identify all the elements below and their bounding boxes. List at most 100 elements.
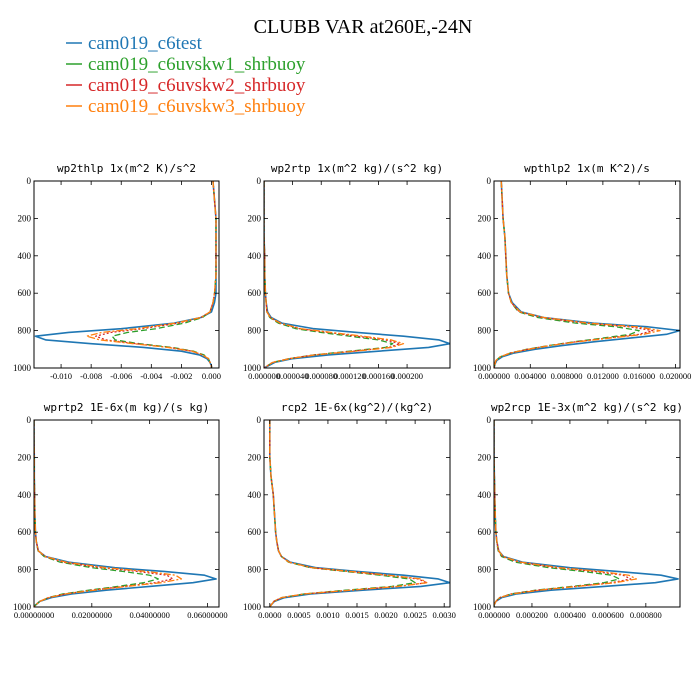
- panel-6-ytick-label: 800: [478, 565, 492, 575]
- panel-4-ytick-label: 1000: [13, 602, 32, 612]
- panel-2-ytick-label: 800: [248, 326, 262, 336]
- panel-6-series-3: [494, 420, 632, 607]
- panel-1-ytick-label: 200: [18, 213, 32, 223]
- panel-2-series-1: [264, 181, 450, 368]
- panel-2-xtick-label: 0.000200: [391, 371, 423, 381]
- panel-5-ytick-label: 400: [248, 490, 262, 500]
- panel-5-ytick-label: 1000: [243, 602, 262, 612]
- panel-6-series-4: [494, 420, 637, 607]
- panel-1-xtick-label: -0.010: [50, 371, 72, 381]
- panel-3-series-3: [494, 181, 654, 368]
- panel-1-xtick-label: -0.008: [80, 371, 102, 381]
- panel-4-ytick-label: 800: [18, 565, 32, 575]
- panel-4-xtick-label: 0.04000000: [129, 610, 169, 620]
- panel-5-xtick-label: 0.0025: [403, 610, 426, 620]
- panel-4-ytick-label: 200: [18, 452, 32, 462]
- panel-1-series-1: [34, 181, 217, 368]
- panel-6-series-2: [494, 420, 620, 607]
- panel-3-series-4: [494, 181, 661, 368]
- panel-4-series-3: [34, 420, 174, 607]
- panel-5-xtick-label: 0.0000: [258, 610, 281, 620]
- legend-label-2: cam019_c6uvskw1_shrbuoy: [88, 54, 306, 75]
- panel-1: wp2thlp 1x(m^2 K)/s^2 0 200 400 600 800 1000 -0…: [13, 162, 221, 381]
- panel-1-ytick-label: 1000: [13, 363, 32, 373]
- panel-2-xtick-label: 0.000080: [305, 371, 337, 381]
- panel-2-ytick-label: 400: [248, 251, 262, 261]
- panel-3-xtick-label: 0.004000: [514, 371, 546, 381]
- panel-5-xtick-label: 0.0030: [433, 610, 456, 620]
- legend: cam019_c6testcam019_c6uvskw1_shrbuoycam0…: [66, 33, 306, 117]
- panel-4-ytick-label: 400: [18, 490, 32, 500]
- panel-1-ytick-label: 400: [18, 251, 32, 261]
- panel-2-series-2: [264, 181, 394, 368]
- panel-6-ytick-label: 600: [478, 527, 492, 537]
- panel-2-title: wp2rtp 1x(m^2 kg)/(s^2 kg): [271, 162, 443, 175]
- panel-1-ytick-label: 0: [27, 176, 32, 186]
- panel-6-ytick-label: 200: [478, 452, 492, 462]
- panel-2-frame: [263, 180, 451, 369]
- panel-1-xtick-label: 0.000: [202, 371, 221, 381]
- panel-4-series-2: [34, 420, 159, 607]
- panel-5-ytick-label: 0: [257, 415, 262, 425]
- panel-3-ytick-label: 800: [478, 326, 492, 336]
- panel-6-xtick-label: 0.000200: [516, 610, 548, 620]
- panel-5-ytick-label: 600: [248, 527, 262, 537]
- panel-6-xtick-label: 0.000000: [478, 610, 510, 620]
- panel-4-series-1: [34, 420, 217, 607]
- panel-5-series-1: [269, 420, 450, 607]
- panel-6-ytick-label: 0: [487, 415, 492, 425]
- panel-4-xtick-label: 0.06000000: [187, 610, 227, 620]
- panel-4: wprtp2 1E-6x(m kg)/(s kg) 0 200 400 600 800 10…: [13, 401, 228, 620]
- panel-2-ytick-label: 1000: [243, 363, 262, 373]
- panel-2-xtick-label: 0.000040: [277, 371, 309, 381]
- panel-3-title: wpthlp2 1x(m K^2)/s: [524, 162, 650, 175]
- panel-5-frame: [263, 419, 451, 608]
- panel-2-series-3: [264, 181, 401, 368]
- panel-5-ytick-label: 200: [248, 452, 262, 462]
- panel-3-ytick-label: 400: [478, 251, 492, 261]
- panel-3-ytick-label: 1000: [473, 363, 492, 373]
- panel-6: wp2rcp 1E-3x(m^2 kg)/(s^2 kg)0 200 400 600 8…: [473, 401, 683, 620]
- panel-6-xtick-label: 0.000800: [630, 610, 662, 620]
- panel-2-ytick-label: 600: [248, 288, 262, 298]
- panel-2-xtick-label: 0.000160: [363, 371, 395, 381]
- panel-1-ytick-label: 800: [18, 326, 32, 336]
- panel-5-series-2: [269, 420, 416, 607]
- panel-6-ytick-label: 1000: [473, 602, 492, 612]
- legend-label-3: cam019_c6uvskw2_shrbuoy: [88, 75, 306, 96]
- panel-3: wpthlp2 1x(m K^2)/s020040060080010000.00…: [473, 162, 691, 381]
- panel-2-xtick-label: 0.000120: [334, 371, 366, 381]
- panel-6-ytick-label: 400: [478, 490, 492, 500]
- panels: wp2thlp 1x(m^2 K)/s^2 0 200 400 600 800 1000 -0…: [13, 162, 691, 620]
- panel-1-series-3: [95, 181, 217, 368]
- panel-2-xtick-label: 0.000000: [248, 371, 280, 381]
- panel-5-series-4: [269, 420, 428, 607]
- panel-5-xtick-label: 0.0015: [345, 610, 368, 620]
- panel-6-title: wp2rcp 1E-3x(m^2 kg)/(s^2 kg): [491, 401, 683, 414]
- panel-1-title: wp2thlp 1x(m^2 K)/s^2: [57, 162, 196, 175]
- panel-6-series-1: [494, 420, 679, 607]
- panel-3-xtick-label: 0.012000: [587, 371, 619, 381]
- panel-5: rcp2 1E-6x(kg^2)/(kg^2) 0 200 400 600 800 1000…: [243, 401, 456, 620]
- panel-5-xtick-label: 0.0010: [316, 610, 339, 620]
- panel-5-title: rcp2 1E-6x(kg^2)/(kg^2): [281, 401, 433, 414]
- panel-5-series-3: [269, 420, 428, 607]
- panel-3-xtick-label: 0.000000: [478, 371, 510, 381]
- panel-2-ytick-label: 200: [248, 213, 262, 223]
- legend-label-1: cam019_c6test: [88, 33, 203, 54]
- panel-5-ytick-label: 800: [248, 565, 262, 575]
- panel-3-xtick-label: 0.008000: [551, 371, 583, 381]
- panel-1-xtick-label: -0.002: [170, 371, 192, 381]
- panel-3-frame: [493, 180, 681, 369]
- panel-3-xtick-label: 0.020000: [660, 371, 692, 381]
- panel-4-xtick-label: 0.02000000: [72, 610, 112, 620]
- panel-6-xtick-label: 0.000400: [554, 610, 586, 620]
- panel-4-ytick-label: 600: [18, 527, 32, 537]
- panel-4-frame: [33, 419, 220, 608]
- panel-3-ytick-label: 200: [478, 213, 492, 223]
- legend-label-4: cam019_c6uvskw3_shrbuoy: [88, 96, 306, 117]
- panel-1-frame: [33, 180, 220, 369]
- panel-3-xtick-label: 0.016000: [623, 371, 655, 381]
- panel-1-ytick-label: 600: [18, 288, 32, 298]
- panel-1-xtick-label: -0.006: [110, 371, 132, 381]
